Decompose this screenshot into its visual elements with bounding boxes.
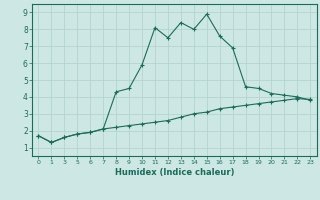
- X-axis label: Humidex (Indice chaleur): Humidex (Indice chaleur): [115, 168, 234, 177]
